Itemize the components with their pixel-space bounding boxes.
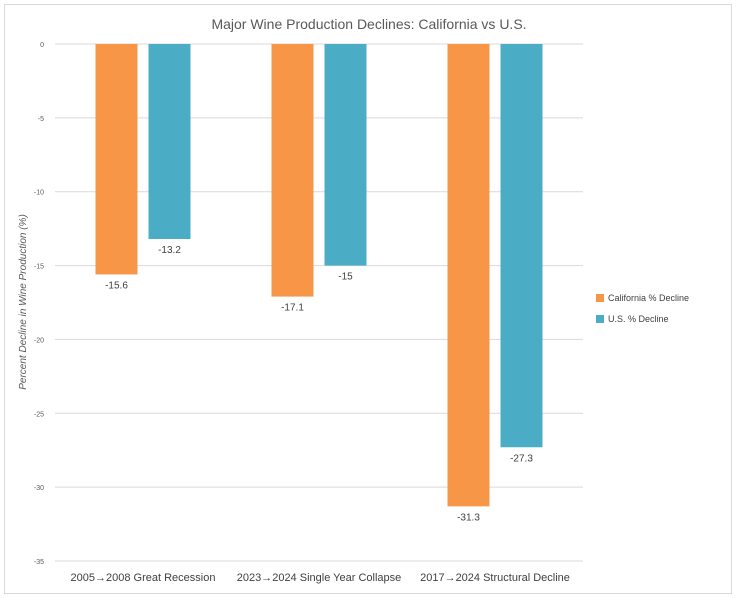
data-label: -15: [338, 272, 353, 283]
x-tick-label: 2023→2024 Single Year Collapse: [237, 572, 402, 584]
y-tick-label: -20: [34, 337, 44, 344]
legend-label-us: U.S. % Decline: [608, 314, 669, 324]
legend-swatch-california: [596, 294, 604, 302]
bars: [95, 44, 543, 507]
y-tick-label: -30: [34, 485, 44, 492]
data-label: -17.1: [281, 303, 304, 314]
bar-california-2: [271, 44, 314, 297]
legend: California % Decline U.S. % Decline: [596, 293, 689, 324]
y-tick-label: -25: [34, 411, 44, 418]
bar-us-2: [324, 44, 367, 266]
y-axis-label: Percent Decline in Wine Production (%): [18, 214, 29, 390]
bar-california-3: [447, 44, 490, 507]
data-labels: -15.6 -13.2 -17.1 -15 -31.3 -27.3: [105, 245, 533, 523]
y-tick-label: -5: [38, 116, 44, 123]
data-label: -27.3: [510, 453, 533, 464]
y-tick-label: -35: [34, 559, 44, 566]
data-label: -31.3: [457, 512, 480, 523]
gridlines: [55, 43, 583, 562]
bar-us-1: [148, 44, 191, 239]
x-tick-labels: 2005→2008 Great Recession 2023→2024 Singl…: [71, 572, 570, 584]
legend-label-california: California % Decline: [608, 293, 689, 303]
y-tick-label: -10: [34, 190, 44, 197]
x-tick-label: 2005→2008 Great Recession: [71, 572, 216, 584]
data-label: -15.6: [105, 280, 128, 291]
chart-title: Major Wine Production Declines: Californ…: [211, 16, 526, 32]
y-tick-label: -15: [34, 264, 44, 271]
legend-swatch-us: [596, 315, 604, 323]
bar-california-1: [95, 44, 138, 275]
y-tick-label: 0: [40, 42, 44, 49]
y-tick-labels: 0 -5 -10 -15 -20 -25 -30 -35: [34, 42, 44, 566]
bar-us-3: [500, 44, 543, 448]
data-label: -13.2: [158, 245, 181, 256]
x-tick-label: 2017→2024 Structural Decline: [420, 572, 570, 584]
